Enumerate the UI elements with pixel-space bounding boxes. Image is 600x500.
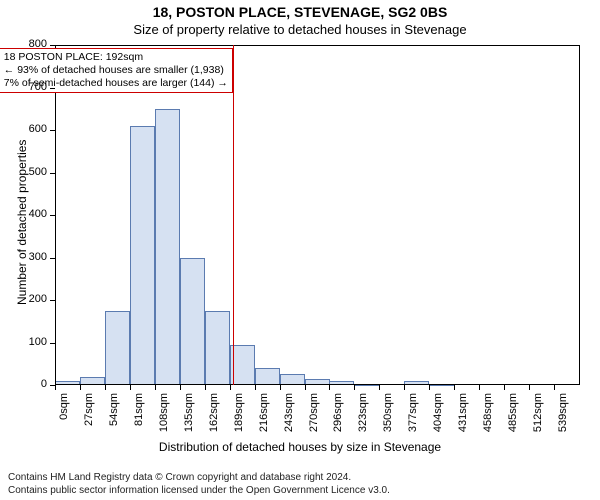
x-tick-label: 216sqm: [258, 393, 270, 443]
x-tick-label: 404sqm: [432, 393, 444, 443]
histogram-bar: [155, 109, 180, 385]
x-tick-mark: [354, 385, 355, 390]
x-tick-label: 377sqm: [407, 393, 419, 443]
x-tick-label: 296sqm: [332, 393, 344, 443]
axis-spine: [579, 45, 580, 385]
x-tick-label: 539sqm: [557, 393, 569, 443]
y-tick-mark: [50, 45, 55, 46]
x-tick-label: 270sqm: [308, 393, 320, 443]
y-tick-label: 200: [17, 293, 47, 305]
chart-title-main: 18, POSTON PLACE, STEVENAGE, SG2 0BS: [0, 4, 600, 20]
x-tick-label: 189sqm: [233, 393, 245, 443]
x-tick-mark: [80, 385, 81, 390]
axis-spine: [55, 45, 580, 46]
x-tick-label: 108sqm: [158, 393, 170, 443]
y-tick-mark: [50, 343, 55, 344]
chart-plot-area: 18 POSTON PLACE: 192sqm← 93% of detached…: [55, 45, 580, 385]
x-tick-mark: [329, 385, 330, 390]
y-tick-mark: [50, 258, 55, 259]
x-tick-label: 81sqm: [133, 393, 145, 443]
x-tick-mark: [454, 385, 455, 390]
x-tick-label: 162sqm: [208, 393, 220, 443]
x-tick-label: 243sqm: [283, 393, 295, 443]
x-tick-mark: [205, 385, 206, 390]
x-tick-mark: [529, 385, 530, 390]
x-tick-label: 323sqm: [357, 393, 369, 443]
x-tick-mark: [305, 385, 306, 390]
y-tick-label: 400: [17, 208, 47, 220]
x-tick-mark: [479, 385, 480, 390]
x-tick-mark: [429, 385, 430, 390]
x-tick-label: 512sqm: [532, 393, 544, 443]
x-tick-mark: [255, 385, 256, 390]
y-tick-label: 600: [17, 123, 47, 135]
axis-spine: [55, 45, 56, 385]
x-tick-label: 27sqm: [83, 393, 95, 443]
y-tick-label: 500: [17, 166, 47, 178]
annotation-line: ← 93% of detached houses are smaller (1,…: [4, 64, 228, 77]
x-tick-mark: [280, 385, 281, 390]
x-tick-label: 458sqm: [482, 393, 494, 443]
x-tick-mark: [404, 385, 405, 390]
y-tick-mark: [50, 130, 55, 131]
x-tick-mark: [554, 385, 555, 390]
y-tick-label: 700: [17, 81, 47, 93]
x-tick-label: 431sqm: [457, 393, 469, 443]
y-tick-mark: [50, 173, 55, 174]
y-tick-mark: [50, 215, 55, 216]
x-tick-mark: [379, 385, 380, 390]
x-tick-label: 54sqm: [108, 393, 120, 443]
y-tick-mark: [50, 88, 55, 89]
histogram-bar: [205, 311, 230, 385]
histogram-bar: [105, 311, 130, 385]
footer-line-1: Contains HM Land Registry data © Crown c…: [8, 472, 351, 483]
x-tick-mark: [105, 385, 106, 390]
y-tick-label: 800: [17, 38, 47, 50]
chart-title-sub: Size of property relative to detached ho…: [0, 22, 600, 37]
histogram-bar: [255, 368, 280, 385]
y-axis-label: Number of detached properties: [15, 140, 29, 305]
y-tick-label: 300: [17, 251, 47, 263]
x-tick-label: 0sqm: [58, 393, 70, 443]
x-tick-mark: [504, 385, 505, 390]
x-tick-mark: [130, 385, 131, 390]
histogram-bar: [130, 126, 155, 385]
y-tick-mark: [50, 300, 55, 301]
x-tick-label: 135sqm: [183, 393, 195, 443]
annotation-line: 18 POSTON PLACE: 192sqm: [4, 51, 228, 64]
y-tick-label: 100: [17, 336, 47, 348]
histogram-bar: [180, 258, 205, 386]
footer-line-2: Contains public sector information licen…: [8, 485, 390, 496]
reference-line: [233, 45, 234, 385]
x-tick-mark: [55, 385, 56, 390]
x-tick-label: 350sqm: [382, 393, 394, 443]
x-tick-mark: [230, 385, 231, 390]
x-tick-mark: [155, 385, 156, 390]
axis-spine: [55, 384, 580, 385]
x-tick-mark: [180, 385, 181, 390]
x-tick-label: 485sqm: [507, 393, 519, 443]
y-tick-label: 0: [17, 378, 47, 390]
